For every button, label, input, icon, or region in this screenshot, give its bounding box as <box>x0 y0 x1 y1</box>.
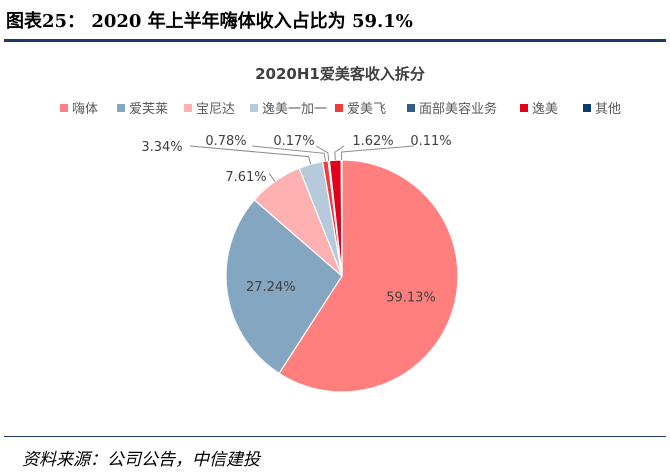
data-label-2: 7.61% <box>225 170 266 185</box>
source-note: 资料来源：公司公告，中信建投 <box>22 450 260 470</box>
legend-swatch-2 <box>184 104 192 112</box>
legend-swatch-0 <box>60 104 68 112</box>
data-label-1: 27.24% <box>246 280 296 295</box>
legend-swatch-6 <box>520 104 528 112</box>
legend-label-1: 爱芙莱 <box>129 102 168 117</box>
leader-line-3 <box>189 145 312 165</box>
legend-swatch-5 <box>407 104 415 112</box>
data-label-6: 1.62% <box>352 134 393 149</box>
data-labels: 59.13% 27.24% 7.61% 3.34% 0.78% 0.17% 1.62% 0.1… <box>141 134 451 305</box>
pie-slice-1 <box>225 199 343 375</box>
legend-label-4: 爱美飞 <box>347 102 386 117</box>
data-label-4: 0.78% <box>205 134 246 149</box>
data-label-7: 0.11% <box>410 134 451 149</box>
legend-label-5: 面部美容业务 <box>419 101 497 117</box>
legend-label-7: 其他 <box>595 102 621 117</box>
data-label-5: 0.17% <box>273 134 314 149</box>
leader-line-2 <box>268 173 276 182</box>
figure-title: 图表25： 2020 年上半年嗨体收入占比为 59.1% <box>6 11 413 32</box>
chart-legend: 嗨体 爱芙莱 宝尼达 逸美一加一 爱美飞 面部美容业务 逸美 其他 <box>60 101 621 117</box>
leader-line-4 <box>251 145 326 162</box>
legend-label-3: 逸美一加一 <box>262 102 327 117</box>
source-divider <box>4 436 666 437</box>
legend-label-6: 逸美 <box>532 102 558 117</box>
legend-swatch-4 <box>335 104 343 112</box>
title-divider <box>4 39 666 42</box>
data-label-3: 3.34% <box>141 140 182 155</box>
leader-line-6 <box>334 145 345 161</box>
legend-label-2: 宝尼达 <box>196 102 235 117</box>
legend-swatch-7 <box>583 104 591 112</box>
leader-line-5 <box>315 145 330 161</box>
data-label-0: 59.13% <box>386 290 436 305</box>
legend-swatch-1 <box>117 104 125 112</box>
legend-swatch-3 <box>250 104 258 112</box>
pie-slice-7 <box>340 159 343 277</box>
pie-slice-0 <box>278 159 459 393</box>
leader-lines <box>189 145 415 182</box>
legend-label-0: 嗨体 <box>72 102 98 117</box>
chart-title: 2020H1爱美客收入拆分 <box>255 65 425 83</box>
pie-slices <box>225 159 459 393</box>
leader-line-7 <box>341 145 415 160</box>
